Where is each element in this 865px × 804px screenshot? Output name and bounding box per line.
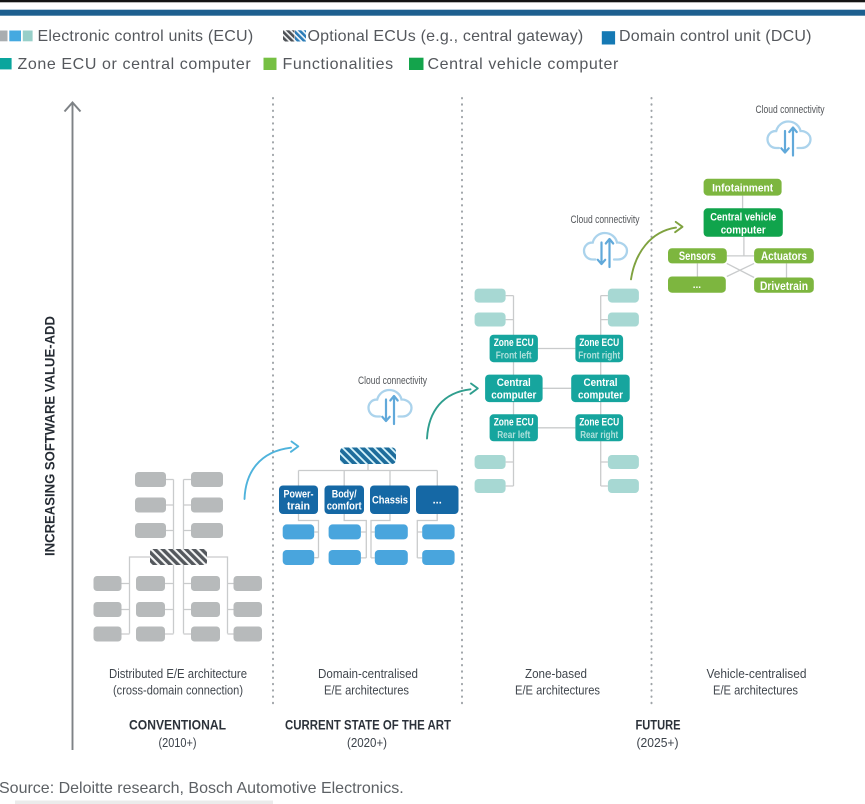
svg-text:INCREASING SOFTWARE VALUE-ADD: INCREASING SOFTWARE VALUE-ADD: [43, 316, 58, 556]
svg-text:Front right: Front right: [578, 351, 621, 362]
svg-text:comfort: comfort: [327, 501, 362, 513]
svg-text:Rear right: Rear right: [580, 430, 619, 441]
svg-text:Central: Central: [584, 377, 618, 389]
svg-text:Zone ECU: Zone ECU: [494, 337, 534, 349]
svg-text:Functionalities: Functionalities: [283, 56, 394, 73]
svg-text:Actuators: Actuators: [761, 251, 807, 263]
svg-text:...: ...: [693, 280, 702, 291]
svg-text:computer: computer: [721, 225, 767, 237]
svg-text:Domain control unit (DCU): Domain control unit (DCU): [619, 28, 812, 45]
svg-text:computer: computer: [578, 389, 624, 401]
svg-text:Electronic control units (ECU): Electronic control units (ECU): [38, 28, 254, 45]
svg-text:Central: Central: [497, 377, 531, 389]
svg-text:FUTURE: FUTURE: [636, 718, 681, 733]
svg-text:(2010+): (2010+): [159, 736, 197, 750]
svg-text:Rear left: Rear left: [497, 430, 531, 441]
svg-text:Central vehicle: Central vehicle: [710, 212, 776, 224]
svg-text:Power-: Power-: [284, 489, 314, 501]
svg-text:Front left: Front left: [496, 351, 533, 362]
svg-text:CONVENTIONAL: CONVENTIONAL: [129, 718, 226, 733]
svg-text:E/E architectures: E/E architectures: [515, 683, 600, 698]
svg-text:Zone ECU: Zone ECU: [579, 337, 619, 349]
svg-text:(cross-domain connection): (cross-domain connection): [113, 683, 243, 698]
svg-text:Sensors: Sensors: [679, 251, 716, 263]
svg-text:Cloud connectivity: Cloud connectivity: [571, 214, 640, 226]
svg-text:Distributed E/E architecture: Distributed E/E architecture: [109, 666, 247, 681]
svg-text:Chassis: Chassis: [372, 495, 408, 507]
svg-text:train: train: [287, 501, 310, 513]
svg-text:Domain-centralised: Domain-centralised: [318, 666, 418, 681]
svg-text:E/E architectures: E/E architectures: [713, 683, 798, 698]
svg-text:Infotainment: Infotainment: [712, 183, 773, 195]
svg-text:Zone-based: Zone-based: [525, 666, 587, 681]
svg-text:Source: Deloitte research, Bos: Source: Deloitte research, Bosch Automot…: [0, 780, 404, 797]
svg-text:...: ...: [433, 495, 442, 507]
svg-text:Zone ECU: Zone ECU: [579, 417, 619, 429]
svg-text:Optional ECUs (e.g., central g: Optional ECUs (e.g., central gateway): [308, 28, 584, 45]
svg-text:Central vehicle computer: Central vehicle computer: [428, 56, 619, 73]
svg-text:Zone ECU: Zone ECU: [494, 417, 534, 429]
svg-text:Body/: Body/: [332, 489, 357, 501]
svg-text:Vehicle-centralised: Vehicle-centralised: [707, 666, 807, 681]
svg-text:Zone ECU or central computer: Zone ECU or central computer: [18, 56, 252, 73]
svg-text:Cloud connectivity: Cloud connectivity: [358, 375, 427, 387]
svg-text:Cloud connectivity: Cloud connectivity: [756, 104, 825, 116]
svg-text:(2020+): (2020+): [347, 736, 387, 750]
svg-text:CURRENT STATE OF THE ART: CURRENT STATE OF THE ART: [285, 718, 452, 733]
svg-text:(2025+): (2025+): [637, 736, 679, 750]
svg-text:computer: computer: [491, 389, 537, 401]
svg-text:Drivetrain: Drivetrain: [760, 281, 808, 293]
svg-text:E/E architectures: E/E architectures: [324, 683, 409, 698]
